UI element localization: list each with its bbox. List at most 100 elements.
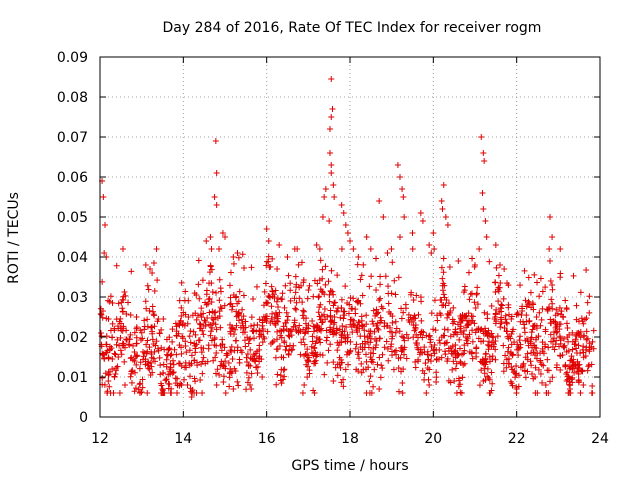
data-point-1134: [505, 311, 512, 318]
data-point-1783: [326, 291, 333, 298]
data-point-1375: [179, 335, 186, 342]
data-point-843: [447, 308, 454, 315]
data-point-1096: [521, 367, 528, 374]
data-point-543: [440, 255, 447, 262]
data-point-1245: [562, 297, 569, 304]
data-point-1758: [464, 320, 471, 327]
data-point-1654: [178, 362, 185, 369]
data-point-1479: [368, 390, 375, 396]
data-point-1895: [330, 378, 337, 384]
data-point-1720: [317, 301, 324, 308]
data-point-1660: [464, 333, 471, 340]
data-point-690: [143, 341, 150, 348]
data-point-1581: [338, 379, 345, 386]
y-tick-label-0-04: 0.04: [57, 250, 88, 266]
data-point-1543: [433, 374, 440, 381]
data-point-1402: [492, 337, 499, 344]
data-point-1018: [205, 300, 212, 307]
data-point-1560: [457, 381, 464, 388]
data-point-1265: [363, 321, 370, 328]
data-point-1146: [441, 326, 448, 333]
data-point-767: [345, 310, 352, 317]
data-point-1211: [562, 362, 569, 369]
data-point-1071: [515, 345, 522, 352]
data-point-550: [171, 346, 178, 353]
data-point-1582: [274, 371, 281, 378]
data-point-1232: [139, 376, 146, 383]
data-point-1836: [326, 218, 333, 224]
data-point-954: [274, 315, 281, 322]
data-point-1650: [126, 335, 133, 342]
data-point-1129: [187, 373, 194, 380]
data-point-87: [188, 352, 195, 359]
data-point-1280: [136, 381, 143, 388]
data-point-1884: [105, 378, 112, 384]
data-point-911: [185, 297, 192, 304]
data-point-1874: [476, 246, 483, 252]
data-point-1480: [113, 262, 120, 269]
data-point-1123: [99, 352, 106, 359]
data-point-1807: [149, 270, 156, 276]
data-point-1337: [537, 350, 544, 357]
data-point-1723: [310, 328, 317, 335]
data-point-1258: [220, 378, 227, 385]
data-point-1444: [576, 361, 583, 368]
data-point-977: [178, 313, 185, 320]
data-point-1662: [498, 314, 505, 321]
data-point-1048: [508, 363, 515, 370]
data-point-1500: [149, 308, 156, 315]
data-point-735: [259, 373, 266, 380]
data-point-712: [504, 320, 511, 327]
data-point-1666: [200, 323, 207, 330]
data-point-1902: [563, 378, 570, 384]
data-point-1457: [243, 354, 250, 361]
data-point-1618: [202, 360, 209, 367]
data-point-39: [292, 305, 299, 312]
data-point-838: [485, 375, 492, 381]
data-point-147: [539, 288, 546, 295]
data-point-1485: [254, 370, 261, 377]
data-point-1027: [217, 304, 224, 311]
data-point-1181: [222, 390, 229, 396]
data-point-772: [216, 297, 223, 304]
data-point-5: [461, 347, 468, 354]
data-point-1795: [155, 345, 162, 352]
data-point-1813: [213, 202, 220, 208]
data-point-1565: [170, 361, 177, 368]
data-point-1819: [265, 238, 272, 244]
data-point-1102: [278, 334, 285, 341]
data-point-1712: [212, 370, 219, 377]
data-point-1472: [219, 336, 226, 343]
data-point-1865: [455, 258, 462, 264]
data-point-1404: [313, 324, 320, 331]
data-point-1011: [428, 352, 435, 359]
data-point-841: [117, 347, 124, 354]
data-point-321: [377, 295, 384, 302]
data-point-1577: [295, 328, 302, 335]
data-point-1449: [468, 319, 475, 326]
data-point-401: [114, 363, 121, 370]
data-point-1638: [117, 334, 124, 341]
data-point-1689: [445, 312, 452, 319]
data-point-1178: [128, 354, 135, 361]
data-point-995: [121, 288, 128, 295]
x-tick-label-12: 12: [91, 431, 109, 447]
data-point-1163: [238, 349, 245, 356]
data-point-1497: [127, 311, 134, 318]
data-point-334: [569, 346, 576, 353]
data-point-1161: [199, 327, 206, 334]
data-point-1641: [168, 351, 175, 358]
data-point-1387: [127, 355, 134, 362]
data-point-1429: [379, 305, 386, 312]
data-point-1611: [586, 293, 593, 300]
data-point-1745: [377, 374, 384, 381]
data-point-374: [532, 352, 539, 359]
data-point-640: [392, 318, 399, 325]
data-point-1821: [284, 254, 291, 260]
data-point-1353: [515, 372, 522, 379]
data-point-1122: [118, 299, 125, 306]
data-point-1864: [444, 222, 451, 228]
data-point-179: [492, 320, 499, 327]
data-point-1687: [145, 286, 152, 293]
